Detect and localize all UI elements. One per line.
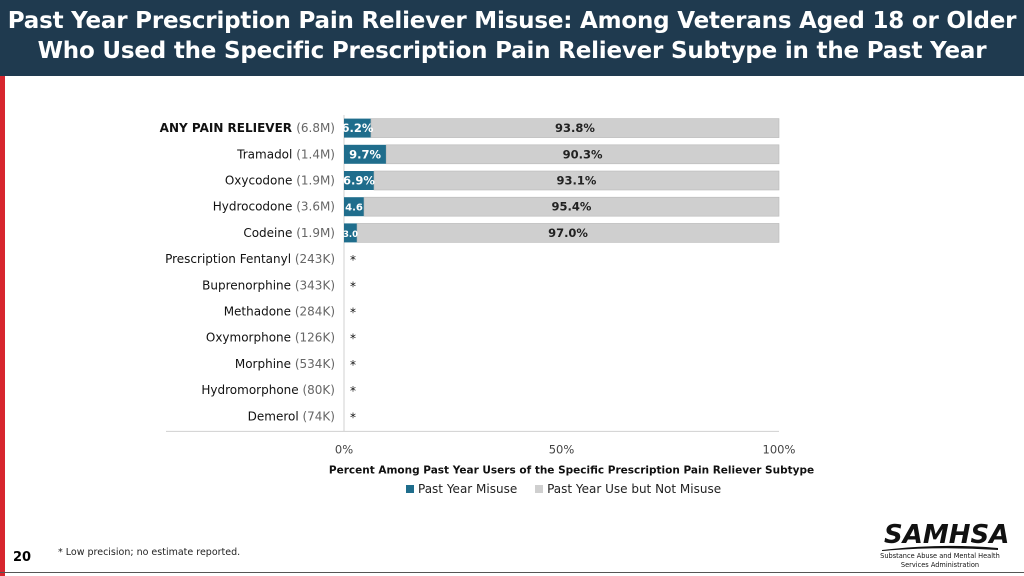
category-count: (126K) [295,331,335,345]
suppressed-marker-oxymorphone: * [350,332,356,346]
data-label-not-misuse-codeine: 97.0% [548,226,588,240]
category-count: (3.6M) [296,200,335,214]
suppressed-marker-prescription-fentanyl: * [350,253,356,267]
x-tick-label: 100% [763,442,796,456]
bar-misuse-tramadol [344,144,387,164]
legend-label-misuse: Past Year Misuse [418,482,518,496]
suppressed-marker-buprenorphine: * [350,279,356,293]
category-label-hydromorphone: Hydromorphone (80K) [201,383,335,397]
bar-misuse-codeine [344,223,358,243]
footnote: * Low precision; no estimate reported. [58,547,241,558]
category-name: Buprenorphine [202,278,295,292]
legend-item-misuse: Past Year Misuse [406,482,517,496]
slide-header: Past Year Prescription Pain Reliever Mis… [0,0,1024,76]
slide-title-line2: Who Used the Specific Prescription Pain … [37,38,987,64]
category-label-buprenorphine: Buprenorphine (343K) [202,278,335,292]
data-label-misuse-tramadol: 9.7% [349,147,381,161]
suppressed-marker-demerol: * [350,410,356,424]
category-label-oxymorphone: Oxymorphone (126K) [206,331,335,345]
category-count: (284K) [295,305,335,319]
category-label-morphine: Morphine (534K) [235,357,335,371]
data-label-not-misuse-any-pain-reliever: 93.8% [555,121,595,135]
category-label-oxycodone: Oxycodone (1.9M) [225,174,335,188]
category-label-any-pain-reliever: ANY PAIN RELIEVER (6.8M) [160,121,335,135]
category-name: Oxymorphone [206,331,295,345]
x-tick-label: 0% [335,442,353,456]
category-name: ANY PAIN RELIEVER [160,121,297,135]
bar-misuse-any-pain-reliever [344,118,371,138]
data-label-not-misuse-hydrocodone: 95.4% [552,200,592,214]
data-label-misuse-any-pain-reliever: 6.2% [342,121,374,135]
category-name: Tramadol [236,147,296,161]
category-name: Prescription Fentanyl [165,252,295,266]
bar-not-misuse-codeine [356,223,780,243]
category-count: (80K) [302,383,335,397]
data-label-not-misuse-oxycodone: 93.1% [557,174,597,188]
bar-not-misuse-oxycodone [373,170,780,191]
data-label-not-misuse-tramadol: 90.3% [563,147,603,161]
category-count: (343K) [295,278,335,292]
category-count: (534K) [295,357,335,371]
legend-label-not-misuse: Past Year Use but Not Misuse [547,482,722,496]
category-name: Codeine [243,226,296,240]
suppressed-marker-morphine: * [350,358,356,372]
category-name: Hydromorphone [201,383,302,397]
data-label-misuse-oxycodone: 6.9% [343,174,375,188]
legend-swatch-misuse [406,485,414,493]
bar-not-misuse-hydrocodone [363,196,780,217]
category-count: (1.4M) [296,147,335,161]
category-name: Oxycodone [225,174,296,188]
category-count: (1.9M) [296,226,335,240]
legend-item-not-misuse: Past Year Use but Not Misuse [535,482,721,496]
slide-title-line1: Past Year Prescription Pain Reliever Mis… [7,8,1017,34]
category-label-prescription-fentanyl: Prescription Fentanyl (243K) [165,252,335,266]
category-name: Morphine [235,357,295,371]
category-count: (74K) [302,409,335,423]
x-axis-title: Percent Among Past Year Users of the Spe… [329,464,814,476]
logo-subtitle-line2: Services Administration [900,561,980,569]
bar-not-misuse-tramadol [385,144,780,165]
bar-misuse-oxycodone [344,171,375,190]
category-name: Hydrocodone [213,200,296,214]
x-tick-label: 50% [549,442,575,456]
category-count: (1.9M) [296,174,335,188]
samhsa-logo: SAMHSA Substance Abuse and Mental Health… [880,520,1009,570]
page-number: 20 [13,550,32,565]
category-count: (243K) [295,252,335,266]
accent-bar [0,76,5,576]
category-label-codeine: Codeine (1.9M) [243,226,335,240]
logo-swoosh-icon [882,545,998,551]
logo-wordmark: SAMHSA [884,520,1010,550]
bar-misuse-hydrocodone [344,197,365,217]
suppressed-marker-methadone: * [350,306,356,320]
category-label-tramadol: Tramadol (1.4M) [236,147,335,161]
category-name: Methadone [224,305,295,319]
category-label-methadone: Methadone (284K) [224,305,335,319]
category-label-demerol: Demerol (74K) [248,409,335,423]
bottom-rule [0,572,1024,573]
data-label-misuse-codeine: 3.0 [343,230,358,240]
logo-subtitle-line1: Substance Abuse and Mental Health [880,552,1000,560]
data-label-misuse-hydrocodone: 4.6 [345,203,363,214]
suppressed-marker-hydromorphone: * [350,384,356,398]
bar-not-misuse-any-pain-reliever [370,118,780,138]
legend-swatch-not-misuse [535,485,544,493]
category-count: (6.8M) [296,121,335,135]
category-label-hydrocodone: Hydrocodone (3.6M) [213,200,335,214]
chart-legend: Past Year Misuse Past Year Use but Not M… [406,482,735,496]
category-name: Demerol [248,409,303,423]
